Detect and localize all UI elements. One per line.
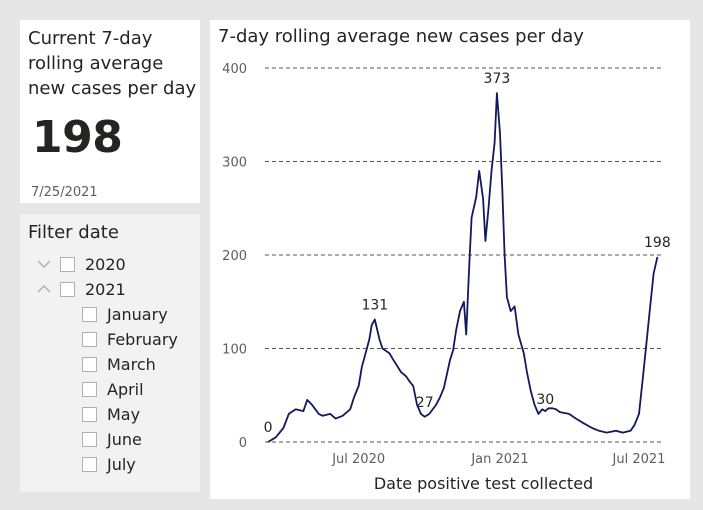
checkbox-2021[interactable] xyxy=(60,281,75,297)
checkbox-march[interactable] xyxy=(82,356,97,372)
checkbox-2020[interactable] xyxy=(60,256,75,272)
checkbox-february[interactable] xyxy=(82,331,97,347)
filter-month-label: July xyxy=(107,454,136,474)
x-tick-label: Jul 2021 xyxy=(612,452,666,467)
chevron-up-icon[interactable] xyxy=(36,281,52,297)
y-tick-label: 0 xyxy=(239,436,247,451)
filter-year-2021[interactable]: 2021 xyxy=(36,279,126,299)
filter-month-label: March xyxy=(107,354,156,374)
chart-title: 7-day rolling average new cases per day xyxy=(218,26,584,47)
kpi-card: Current 7-day rolling average new cases … xyxy=(20,20,200,203)
filter-month-january[interactable]: January xyxy=(82,304,168,324)
data-label: 27 xyxy=(416,395,434,411)
data-label: 131 xyxy=(361,298,388,314)
data-label: 30 xyxy=(536,392,554,408)
checkbox-july[interactable] xyxy=(82,456,97,472)
y-tick-label: 100 xyxy=(222,343,247,358)
data-label: 373 xyxy=(484,71,511,87)
filter-year-label: 2021 xyxy=(85,279,126,299)
filter-month-march[interactable]: March xyxy=(82,354,156,374)
x-axis-title: Date positive test collected xyxy=(374,474,593,493)
filter-year-label: 2020 xyxy=(85,254,126,274)
filter-month-april[interactable]: April xyxy=(82,379,144,399)
checkbox-june[interactable] xyxy=(82,431,97,447)
filter-month-label: May xyxy=(107,404,141,424)
kpi-value: 198 xyxy=(32,112,123,163)
filter-month-june[interactable]: June xyxy=(82,429,142,449)
x-tick-label: Jul 2020 xyxy=(331,452,385,467)
filter-month-may[interactable]: May xyxy=(82,404,140,424)
filter-month-february[interactable]: February xyxy=(82,329,178,349)
data-label: 0 xyxy=(264,420,273,436)
series-line xyxy=(267,92,659,443)
x-tick-label: Jan 2021 xyxy=(470,452,528,467)
y-tick-label: 400 xyxy=(222,62,247,77)
data-label: 198 xyxy=(644,235,671,251)
line-chart-card: 7-day rolling average new cases per day … xyxy=(210,20,690,499)
checkbox-may[interactable] xyxy=(82,406,97,422)
chevron-down-icon[interactable] xyxy=(36,256,52,272)
kpi-date: 7/25/2021 xyxy=(31,185,98,200)
filter-month-label: June xyxy=(107,429,142,449)
y-tick-label: 300 xyxy=(222,156,247,171)
kpi-title: Current 7-day rolling average new cases … xyxy=(28,28,197,99)
filter-title: Filter date xyxy=(28,222,119,243)
checkbox-january[interactable] xyxy=(82,306,97,322)
filter-month-label: February xyxy=(107,329,178,349)
filter-month-july[interactable]: July xyxy=(82,454,136,474)
date-filter-slicer: Filter date 2020 2021 January February M… xyxy=(20,214,200,492)
checkbox-april[interactable] xyxy=(82,381,97,397)
filter-year-2020[interactable]: 2020 xyxy=(36,254,126,274)
filter-month-label: April xyxy=(107,379,144,399)
filter-month-label: January xyxy=(107,304,168,324)
y-tick-label: 200 xyxy=(222,249,247,264)
